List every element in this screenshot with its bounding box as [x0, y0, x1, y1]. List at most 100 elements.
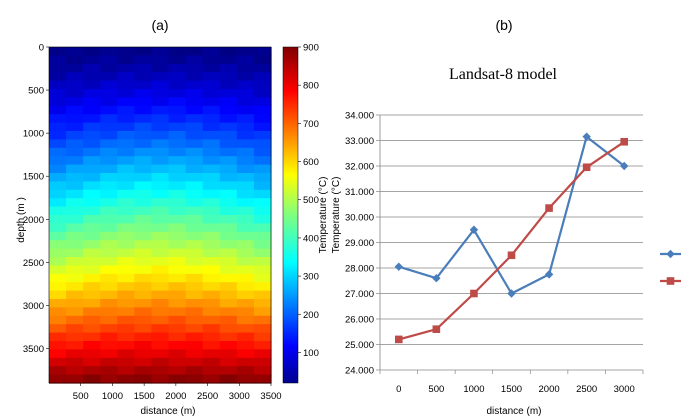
heatmap-cell: [236, 47, 255, 56]
heatmap-cell: [117, 139, 135, 149]
heatmap-cell: [202, 122, 221, 132]
heatmap-cell: [202, 72, 221, 82]
heatmap-cell: [253, 307, 272, 317]
heatmap-cell: [83, 122, 101, 132]
heatmap-y-tick-label: 0: [39, 43, 44, 54]
heatmap-cell: [117, 282, 135, 292]
heatmap-cell: [49, 164, 67, 174]
heatmap-cell: [83, 248, 101, 258]
heatmap-cell: [168, 198, 187, 208]
heatmap-cell: [66, 223, 84, 233]
heatmap-cell: [151, 131, 170, 140]
heatmap-cell: [219, 357, 238, 367]
heatmap-cell: [66, 164, 84, 174]
colorbar-tick-label: 700: [303, 119, 319, 130]
heatmap-cell: [168, 349, 187, 359]
heatmap-cell: [134, 55, 153, 65]
colorbar-label-1: Temperature (°C): [318, 177, 329, 254]
heatmap-cell: [185, 189, 204, 199]
heatmap-cell: [185, 290, 204, 300]
heatmap-cell: [168, 122, 187, 132]
heatmap-cell: [151, 80, 170, 90]
heatmap-cell: [100, 122, 118, 132]
heatmap-cell: [134, 72, 153, 82]
heatmap-cell: [219, 206, 238, 216]
heatmap-cell: [83, 315, 101, 325]
heatmap-cell: [117, 257, 135, 266]
heatmap-cell: [185, 63, 204, 73]
heatmap-cell: [66, 131, 84, 140]
heatmap-cell: [117, 206, 135, 216]
heatmap-cell: [236, 240, 255, 250]
heatmap-cell: [117, 324, 135, 334]
heatmap-x-tick-label: 500: [73, 391, 89, 402]
heatmap-cell: [100, 97, 118, 107]
heatmap-cell: [100, 248, 118, 258]
heatmap-cell: [185, 80, 204, 90]
heatmap-cell: [253, 341, 272, 350]
heatmap-cell: [83, 240, 101, 250]
line-chart-y-tick-label: 28.000: [345, 264, 374, 275]
heatmap-cell: [49, 374, 67, 384]
line-chart-y-ticks: 24.000 25.000 26.000 27.000 28.000 29.000 30.0…: [345, 111, 380, 377]
heatmap-cell: [134, 315, 153, 325]
heatmap-cell: [66, 324, 84, 334]
heatmap-cell: [49, 139, 67, 149]
heatmap-cell: [49, 307, 67, 317]
heatmap-cell: [117, 215, 135, 224]
heatmap-cell: [202, 257, 221, 266]
line-chart-title: Landsat-8 model: [449, 66, 558, 83]
heatmap-cell: [185, 131, 204, 140]
heatmap-cell: [202, 290, 221, 300]
heatmap-cell: [134, 349, 153, 359]
heatmap-cell: [185, 97, 204, 107]
heatmap-cell: [185, 114, 204, 124]
heatmap-cell: [49, 189, 67, 199]
heatmap-cell: [236, 357, 255, 367]
heatmap-cell: [134, 307, 153, 317]
heatmap-cell: [151, 248, 170, 258]
heatmap-cell: [168, 366, 187, 376]
heatmap-cell: [151, 189, 170, 199]
heatmap-cell: [253, 215, 272, 224]
heatmap-cell: [66, 366, 84, 376]
heatmap-cell: [253, 282, 272, 292]
panel-a-label: (a): [151, 17, 168, 33]
heatmap-cell: [66, 374, 84, 384]
heatmap-cell: [202, 114, 221, 124]
heatmap-cell: [134, 357, 153, 367]
heatmap-cell: [185, 240, 204, 250]
heatmap-cell: [100, 198, 118, 208]
heatmap-cell: [253, 374, 272, 384]
heatmap-cell: [202, 349, 221, 359]
heatmap-cell: [168, 156, 187, 166]
heatmap-cell: [100, 223, 118, 233]
heatmap-cell: [168, 114, 187, 124]
heatmap-cell: [134, 231, 153, 241]
line-chart-y-tick-label: 27.000: [345, 289, 374, 300]
heatmap-cell: [202, 181, 221, 191]
heatmap-cell: [134, 139, 153, 149]
heatmap-cell: [236, 139, 255, 149]
line-chart-y-tick-label: 31.000: [345, 187, 374, 198]
heatmap-cell: [66, 215, 84, 224]
heatmap-cell: [236, 131, 255, 140]
heatmap-cell: [100, 240, 118, 250]
heatmap-cell: [219, 366, 238, 376]
heatmap-cell: [202, 248, 221, 258]
heatmap-cell: [100, 72, 118, 82]
heatmap-cell: [66, 332, 84, 342]
line-series-1-point: [582, 132, 591, 141]
heatmap-cell: [117, 189, 135, 199]
heatmap-cell: [202, 156, 221, 166]
heatmap-cell: [134, 341, 153, 350]
heatmap-cell: [185, 215, 204, 224]
heatmap-cell: [151, 290, 170, 300]
heatmap-cell: [117, 341, 135, 350]
heatmap-cell: [202, 307, 221, 317]
heatmap-cell: [83, 105, 101, 115]
heatmap-cell: [83, 55, 101, 65]
heatmap-cell: [185, 231, 204, 241]
heatmap-cell: [168, 257, 187, 266]
heatmap-cell: [168, 290, 187, 300]
